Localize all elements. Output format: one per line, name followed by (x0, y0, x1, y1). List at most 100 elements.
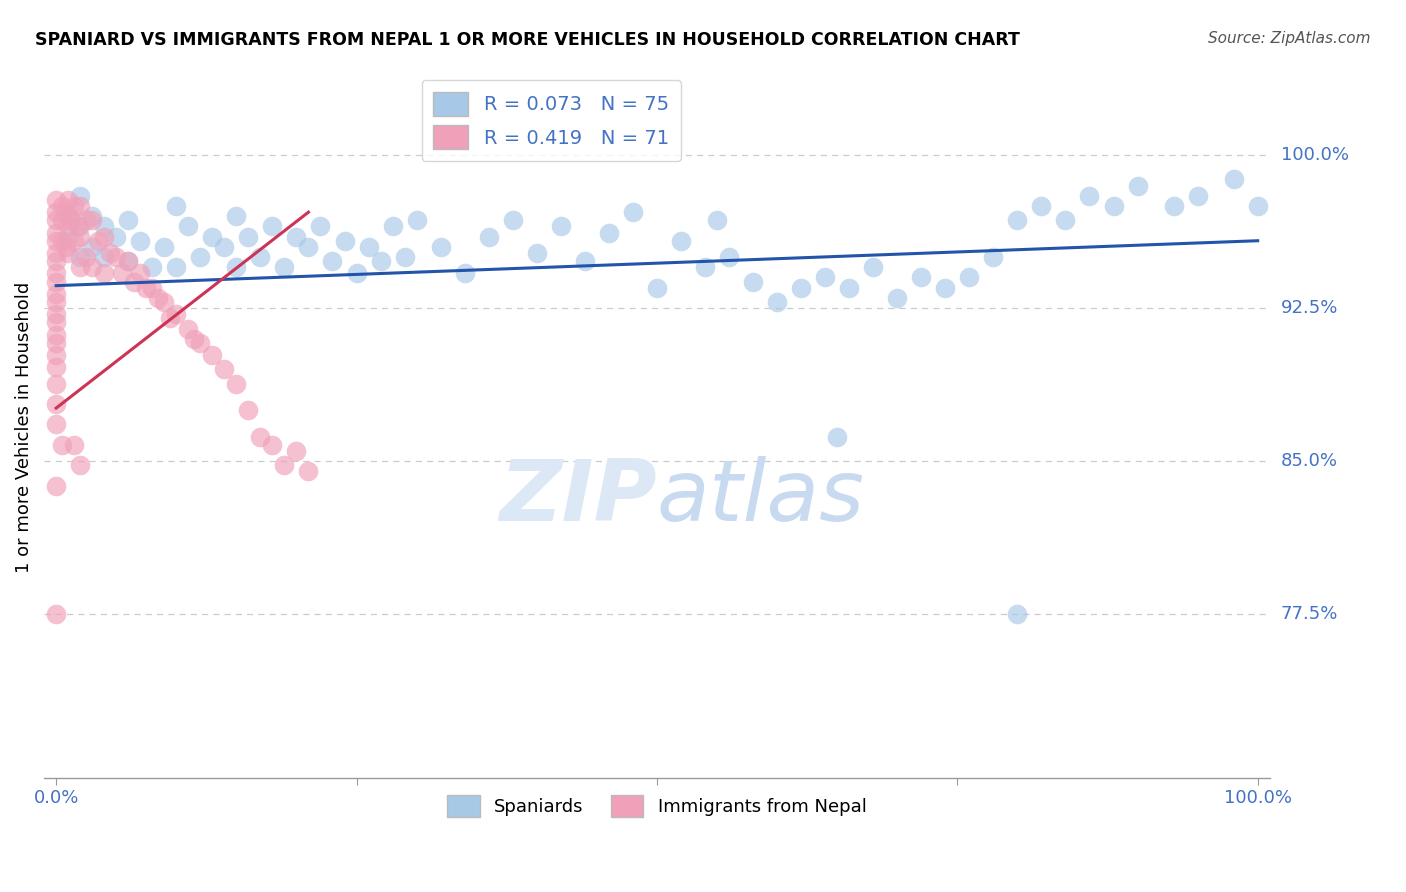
Point (56, 229, 79, 244)
Point (129, 234, 152, 248)
Point (1126, 178, 1149, 193)
Point (111, 266, 134, 280)
Point (82, 209, 104, 223)
Point (63, 199, 86, 213)
Point (886, 291, 908, 305)
Point (82, 240, 104, 254)
Point (69, 229, 91, 244)
Point (262, 219, 284, 234)
Point (478, 229, 501, 244)
Point (238, 403, 260, 417)
Point (56, 193, 79, 207)
Point (188, 250, 211, 264)
Point (59, 213, 82, 227)
Point (983, 250, 1005, 264)
Point (183, 332, 205, 346)
Point (56, 219, 79, 234)
Point (177, 321, 200, 335)
Point (105, 250, 128, 264)
Point (45, 205, 67, 219)
Point (75, 213, 97, 227)
Text: 0.0%: 0.0% (34, 789, 79, 806)
Point (370, 254, 392, 268)
Point (56, 209, 79, 223)
Text: Source: ZipAtlas.com: Source: ZipAtlas.com (1208, 31, 1371, 46)
Point (177, 219, 200, 234)
Point (45, 213, 67, 227)
Point (51, 234, 73, 248)
Point (87, 234, 110, 248)
Point (201, 348, 224, 362)
Point (135, 281, 157, 295)
Point (63, 234, 86, 248)
Point (45, 226, 67, 240)
Point (51, 438, 73, 452)
Point (297, 240, 319, 254)
Point (55, 205, 77, 219)
Point (122, 275, 145, 289)
Point (141, 260, 163, 275)
Point (45, 360, 67, 375)
Point (45, 254, 67, 268)
Point (225, 209, 247, 223)
Point (1163, 199, 1185, 213)
Point (45, 397, 67, 411)
Text: 92.5%: 92.5% (1281, 299, 1339, 317)
Point (862, 260, 884, 275)
Point (148, 291, 170, 305)
Point (75, 250, 97, 264)
Point (262, 438, 284, 452)
Point (1007, 607, 1029, 622)
Point (69, 189, 91, 203)
Text: 85.0%: 85.0% (1281, 452, 1339, 470)
Point (69, 199, 91, 213)
Point (93, 229, 115, 244)
Text: ZIP: ZIP (499, 456, 657, 539)
Point (82, 260, 104, 275)
Point (249, 430, 271, 444)
Point (1078, 189, 1101, 203)
Point (93, 250, 115, 264)
Point (69, 219, 91, 234)
Point (742, 275, 765, 289)
Point (957, 270, 980, 285)
Point (45, 286, 67, 301)
Point (45, 417, 67, 432)
Point (117, 213, 139, 227)
Point (165, 260, 187, 275)
Point (405, 213, 427, 227)
Point (453, 266, 475, 280)
Point (238, 229, 260, 244)
Text: 100.0%: 100.0% (1281, 146, 1348, 164)
Point (93, 219, 115, 234)
Point (669, 234, 692, 248)
Point (45, 335, 67, 350)
Point (69, 250, 91, 264)
Text: 100.0%: 100.0% (1223, 789, 1292, 806)
Point (93, 266, 115, 280)
Point (1222, 172, 1244, 186)
Point (249, 250, 271, 264)
Point (69, 260, 91, 275)
Point (225, 376, 247, 391)
Point (45, 315, 67, 329)
Point (66, 219, 89, 234)
Point (69, 458, 91, 473)
Point (790, 281, 813, 295)
Point (285, 229, 308, 244)
Point (273, 458, 295, 473)
Point (141, 281, 163, 295)
Point (45, 234, 67, 248)
Point (188, 335, 211, 350)
Legend: Spaniards, Immigrants from Nepal: Spaniards, Immigrants from Nepal (440, 788, 873, 824)
Point (502, 213, 524, 227)
Point (1054, 213, 1077, 227)
Point (165, 199, 187, 213)
Point (51, 199, 73, 213)
Point (1102, 199, 1125, 213)
Point (1187, 189, 1209, 203)
Point (201, 229, 224, 244)
Point (51, 213, 73, 227)
Point (526, 246, 548, 260)
Point (621, 205, 644, 219)
